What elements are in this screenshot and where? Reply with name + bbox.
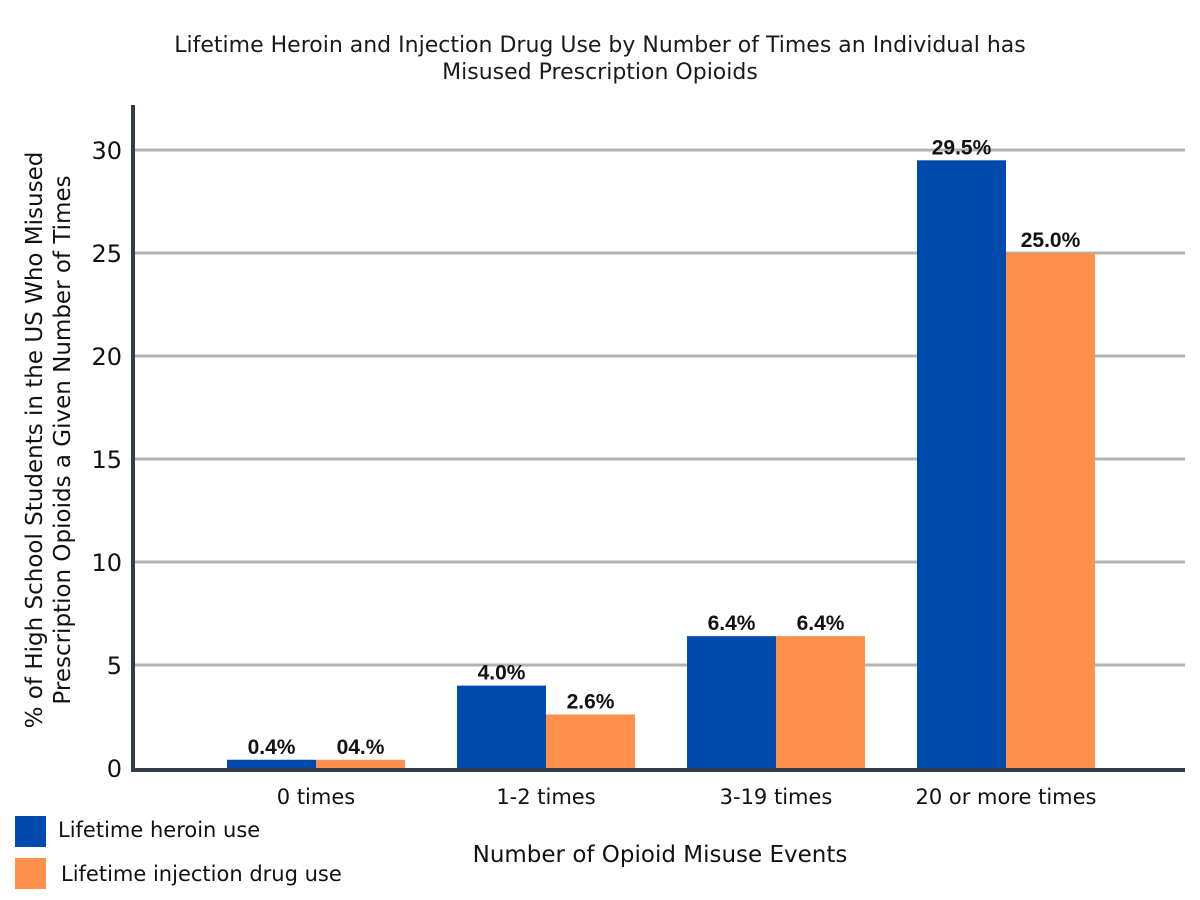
data-label: 6.4% — [708, 612, 756, 635]
x-tick-label: 1-2 times — [496, 785, 595, 809]
data-label: 6.4% — [797, 612, 845, 635]
data-label: 2.6% — [567, 690, 615, 713]
y-axis-title-line-2: Prescription Opioids a Given Number of T… — [50, 175, 76, 704]
legend-swatch-heroin — [15, 816, 46, 847]
axes — [131, 105, 1185, 772]
legend: Lifetime heroin use Lifetime injection dr… — [15, 816, 342, 889]
data-label: 0.4% — [248, 736, 296, 759]
bar-heroin-3 — [917, 160, 1006, 769]
y-tick-label: 30 — [91, 137, 122, 165]
y-axis-title-line-1: % of High School Students in the US Who … — [22, 152, 48, 729]
data-label: 04.% — [337, 736, 385, 759]
data-label: 4.0% — [478, 662, 526, 685]
y-tick-label: 15 — [91, 446, 122, 474]
legend-label-injection: Lifetime injection drug use — [61, 862, 342, 886]
x-tick-label: 3-19 times — [720, 785, 833, 809]
y-tick-label: 0 — [107, 755, 122, 783]
data-label: 25.0% — [1021, 229, 1081, 252]
bar-injection-0 — [316, 759, 405, 768]
x-axis-title: Number of Opioid Misuse Events — [473, 842, 848, 868]
bar-heroin-2 — [687, 636, 776, 768]
data-labels: 0.4% 04.% 4.0% 2.6% 6.4% 6.4% 29.5% 25.0% — [248, 136, 1081, 758]
data-label: 29.5% — [932, 136, 992, 159]
bar-heroin-1 — [457, 685, 546, 768]
bar-injection-2 — [776, 636, 865, 768]
x-tick-label: 20 or more times — [915, 785, 1096, 809]
x-tick-label: 0 times — [277, 785, 355, 809]
y-tick-label: 20 — [91, 343, 122, 371]
y-tick-label: 10 — [91, 549, 122, 577]
legend-swatch-injection — [15, 858, 46, 889]
y-tick-labels: 0 5 10 15 20 25 30 — [91, 137, 122, 783]
bar-heroin-0 — [227, 759, 316, 768]
y-tick-label: 25 — [91, 240, 122, 268]
legend-label-heroin: Lifetime heroin use — [58, 818, 260, 842]
x-tick-labels: 0 times 1-2 times 3-19 times 20 or more tim… — [277, 785, 1097, 809]
bar-injection-3 — [1006, 253, 1095, 768]
y-axis-title: % of High School Students in the US Who … — [22, 152, 76, 729]
chart-title: Lifetime Heroin and Injection Drug Use b… — [174, 33, 1025, 85]
chart-title-line-1: Lifetime Heroin and Injection Drug Use b… — [174, 33, 1025, 58]
bar-injection-1 — [546, 714, 635, 768]
chart-title-line-2: Misused Prescription Opioids — [442, 60, 758, 85]
y-tick-label: 5 — [107, 652, 122, 680]
bars — [227, 160, 1095, 769]
